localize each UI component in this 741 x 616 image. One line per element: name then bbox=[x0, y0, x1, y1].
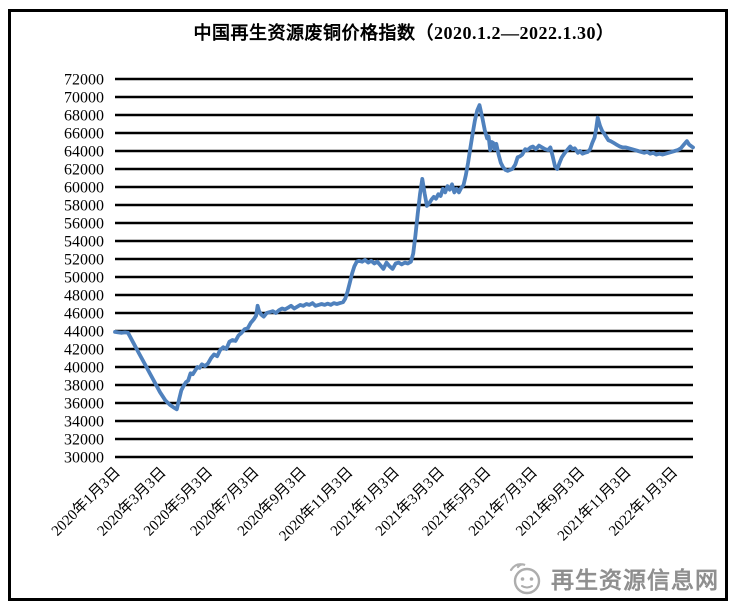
site-logo-icon bbox=[509, 563, 541, 595]
site-watermark: 再生资源信息网 bbox=[508, 560, 719, 596]
y-axis-tick-label: 40000 bbox=[64, 360, 104, 377]
y-axis-tick-label: 46000 bbox=[64, 306, 104, 323]
y-axis-tick-label: 44000 bbox=[64, 324, 104, 341]
y-axis-tick-label: 50000 bbox=[64, 270, 104, 287]
y-axis-tick-label: 30000 bbox=[64, 450, 104, 467]
chart-title: 中国再生资源废铜价格指数（2020.1.2—2022.1.30） bbox=[193, 23, 615, 43]
price-index-series-line bbox=[113, 103, 695, 412]
y-axis-tick-label: 56000 bbox=[64, 216, 104, 233]
site-watermark-text: 再生资源信息网 bbox=[551, 568, 719, 593]
y-axis-tick-label: 54000 bbox=[64, 234, 104, 251]
y-axis-tick-label: 68000 bbox=[64, 108, 104, 125]
y-axis-tick-label: 38000 bbox=[64, 378, 104, 395]
y-axis-tick-label: 42000 bbox=[64, 342, 104, 359]
y-axis-tick-label: 48000 bbox=[64, 288, 104, 305]
y-axis-tick-label: 66000 bbox=[64, 126, 104, 143]
y-axis-tick-label: 72000 bbox=[64, 72, 104, 89]
y-axis-tick-label: 70000 bbox=[64, 90, 104, 107]
y-axis-tick-label: 62000 bbox=[64, 162, 104, 179]
y-axis-tick-label: 36000 bbox=[64, 396, 104, 413]
y-axis-tick-label: 52000 bbox=[64, 252, 104, 269]
y-axis-tick-label: 32000 bbox=[64, 432, 104, 449]
y-axis-tick-label: 58000 bbox=[64, 198, 104, 215]
y-axis-tick-label: 34000 bbox=[64, 414, 104, 431]
y-axis-tick-label: 64000 bbox=[64, 144, 104, 161]
y-axis-tick-label: 60000 bbox=[64, 180, 104, 197]
